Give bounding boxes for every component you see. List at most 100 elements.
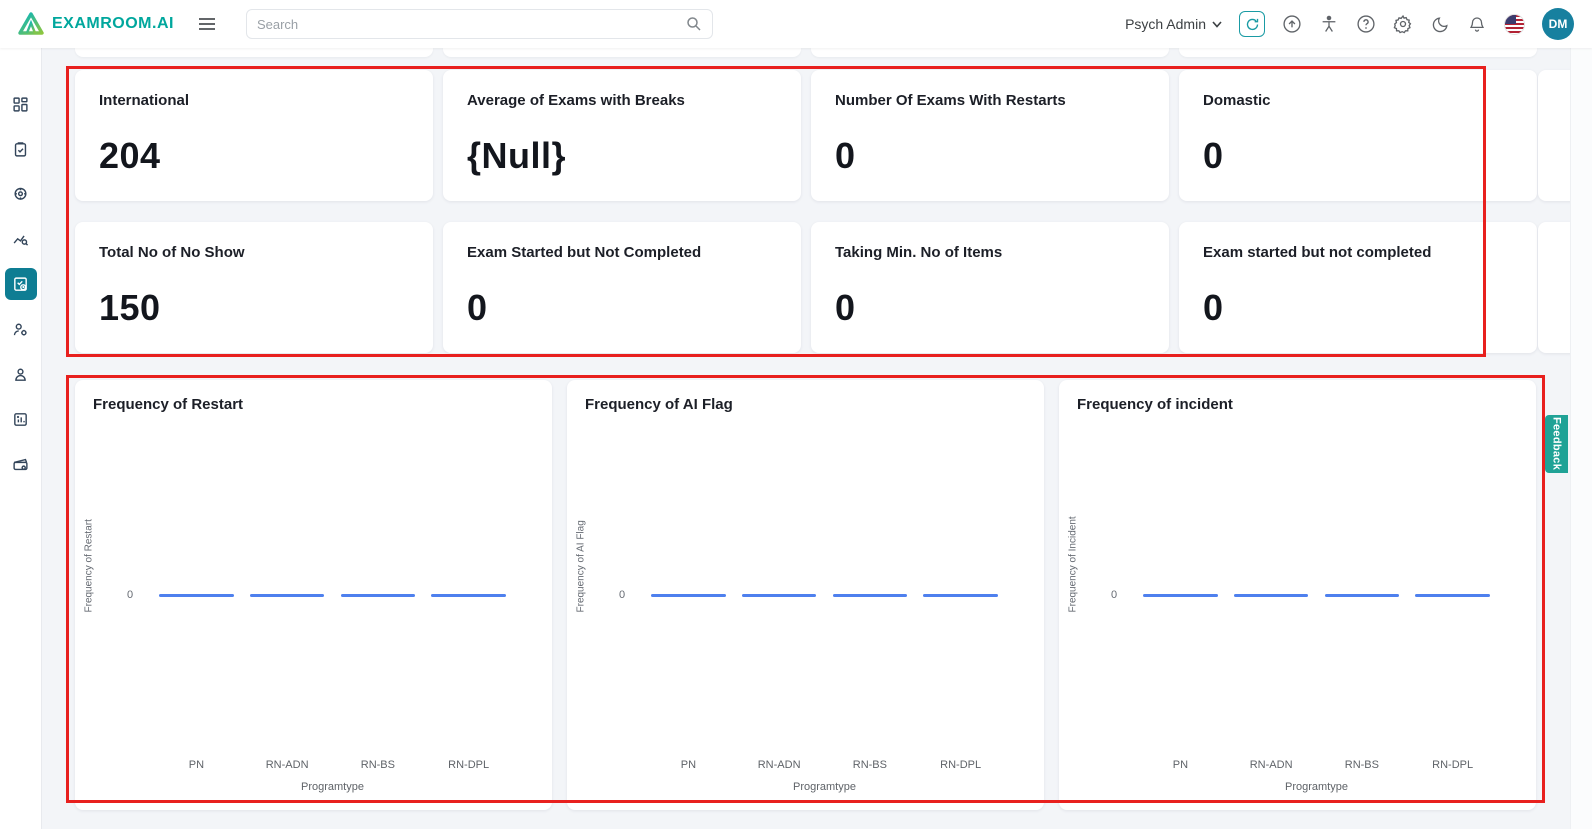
stat-label: Exam Started but Not Completed <box>467 244 702 261</box>
stat-card-taking-min-items: Taking Min. No of Items 0 <box>811 222 1169 353</box>
x-axis-title: Programtype <box>793 781 856 793</box>
stat-card-started-not-completed-2: Exam started but not completed 0 <box>1179 222 1537 353</box>
stat-value: 150 <box>99 287 161 328</box>
chart-title: Frequency of Restart <box>93 396 244 413</box>
examroom-logo-text: EXAMROOM.AI <box>52 15 174 32</box>
data-line-segment <box>1324 594 1400 597</box>
stat-value: 0 <box>467 287 488 328</box>
sidebar-item-proctoring-icon[interactable] <box>5 178 37 210</box>
zero-line-series <box>151 594 514 597</box>
language-flag-us-icon[interactable] <box>1504 13 1525 35</box>
x-axis-title: Programtype <box>301 781 364 793</box>
chart-plot-area: Frequency of Restart 0 PN RN-ADN RN-BS R… <box>84 417 534 799</box>
x-axis-tick: PN <box>1172 759 1189 771</box>
stat-value: 0 <box>1203 135 1224 176</box>
x-axis-tick: RN-ADN <box>265 759 309 771</box>
chart-title: Frequency of incident <box>1077 396 1233 413</box>
x-axis-ticks: PN RN-ADN RN-BS RN-DPL <box>1135 759 1498 771</box>
role-selector[interactable]: Psych Admin <box>1125 16 1222 32</box>
sidebar-item-user-management-icon[interactable] <box>5 313 37 345</box>
x-axis-title: Programtype <box>1285 781 1348 793</box>
chart-frequency-of-ai-flag: Frequency of AI Flag Frequency of AI Fla… <box>567 380 1044 810</box>
data-line-segment <box>1415 594 1490 597</box>
zero-line-series <box>643 594 1006 597</box>
x-axis-tick: PN <box>680 759 697 771</box>
data-line-segment <box>431 594 506 597</box>
accessibility-icon[interactable] <box>1319 14 1339 34</box>
search-icon[interactable] <box>686 16 702 32</box>
cutoff-card-strip <box>811 48 1169 57</box>
stat-value: 0 <box>835 287 856 328</box>
global-search[interactable] <box>245 9 713 39</box>
stat-label: Number Of Exams With Restarts <box>835 92 1066 109</box>
feedback-button[interactable]: Feedback <box>1545 415 1568 473</box>
search-input[interactable] <box>256 16 686 32</box>
chart-plot-area: Frequency of AI Flag 0 PN RN-ADN RN-BS R… <box>576 417 1026 799</box>
charts-row: Frequency of Restart Frequency of Restar… <box>75 380 1536 810</box>
chart-plot-area: Frequency of Incident 0 PN RN-ADN RN-BS … <box>1068 417 1518 799</box>
stat-card-international: International 204 <box>75 70 433 201</box>
sidebar-item-reports-icon[interactable] <box>5 403 37 435</box>
stat-card-avg-exams-breaks: Average of Exams with Breaks {Null} <box>443 70 801 201</box>
examroom-logo-icon <box>18 12 44 36</box>
sidebar-item-assessments-icon[interactable] <box>5 133 37 165</box>
stat-card-no-show: Total No of No Show 150 <box>75 222 433 353</box>
chart-title: Frequency of AI Flag <box>585 396 733 413</box>
zero-line-series <box>1135 594 1498 597</box>
user-avatar[interactable]: DM <box>1542 8 1574 40</box>
x-axis-tick: RN-DPL <box>940 759 982 771</box>
stat-label: Exam started but not completed <box>1203 244 1432 261</box>
chevron-down-icon <box>1212 20 1222 28</box>
stat-value: {Null} <box>467 135 567 176</box>
stat-value: 0 <box>1203 287 1224 328</box>
data-line-segment <box>159 594 234 597</box>
data-line-segment <box>832 594 908 597</box>
x-axis-tick: RN-ADN <box>757 759 801 771</box>
y-axis-label: Frequency of AI Flag <box>575 520 587 613</box>
data-line-segment <box>1143 594 1218 597</box>
x-axis-ticks: PN RN-ADN RN-BS RN-DPL <box>643 759 1006 771</box>
data-line-segment <box>741 594 817 597</box>
help-icon[interactable] <box>1356 14 1376 34</box>
stat-label: Average of Exams with Breaks <box>467 92 685 109</box>
sidebar-item-analytics-icon[interactable] <box>5 223 37 255</box>
y-axis-label: Frequency of Restart <box>83 519 95 613</box>
y-axis-tick: 0 <box>127 589 134 601</box>
y-axis-label: Frequency of Incident <box>1067 516 1079 613</box>
scrollbar-track[interactable] <box>1570 48 1592 829</box>
dark-mode-moon-icon[interactable] <box>1430 14 1450 34</box>
data-line-segment <box>651 594 726 597</box>
main-content: International 204 Average of Exams with … <box>42 48 1592 829</box>
stat-label: International <box>99 92 190 109</box>
examroom-logo[interactable]: EXAMROOM.AI <box>0 12 174 36</box>
sidebar-item-dashboard-icon[interactable] <box>5 88 37 120</box>
x-axis-tick: RN-BS <box>360 759 395 771</box>
notifications-bell-icon[interactable] <box>1467 14 1487 34</box>
cutoff-card-strip <box>1179 48 1537 57</box>
upload-icon[interactable] <box>1282 14 1302 34</box>
stat-value: 204 <box>99 135 161 176</box>
chart-frequency-of-restart: Frequency of Restart Frequency of Restar… <box>75 380 552 810</box>
stat-label: Total No of No Show <box>99 244 245 261</box>
stat-card-exams-with-restarts: Number Of Exams With Restarts 0 <box>811 70 1169 201</box>
x-axis-tick: RN-BS <box>852 759 887 771</box>
stat-card-domastic: Domastic 0 <box>1179 70 1537 201</box>
sidebar-item-exam-monitoring-icon[interactable] <box>4 268 37 300</box>
sidebar-item-billing-icon[interactable] <box>5 448 37 480</box>
left-sidebar <box>0 48 42 829</box>
refresh-icon[interactable] <box>1239 11 1265 37</box>
x-axis-ticks: PN RN-ADN RN-BS RN-DPL <box>151 759 514 771</box>
data-line-segment <box>923 594 998 597</box>
data-line-segment <box>340 594 416 597</box>
role-label: Psych Admin <box>1125 16 1206 32</box>
sidebar-item-candidates-icon[interactable] <box>5 358 37 390</box>
x-axis-tick: RN-DPL <box>448 759 490 771</box>
chart-frequency-of-incident: Frequency of incident Frequency of Incid… <box>1059 380 1536 810</box>
x-axis-tick: RN-DPL <box>1432 759 1474 771</box>
stat-value: 0 <box>835 135 856 176</box>
hamburger-menu-icon[interactable] <box>198 17 216 31</box>
stat-cards-grid: International 204 Average of Exams with … <box>75 70 1537 353</box>
top-header: EXAMROOM.AI Psych Admin <box>0 0 1592 48</box>
x-axis-tick: PN <box>188 759 205 771</box>
settings-gear-icon[interactable] <box>1393 14 1413 34</box>
